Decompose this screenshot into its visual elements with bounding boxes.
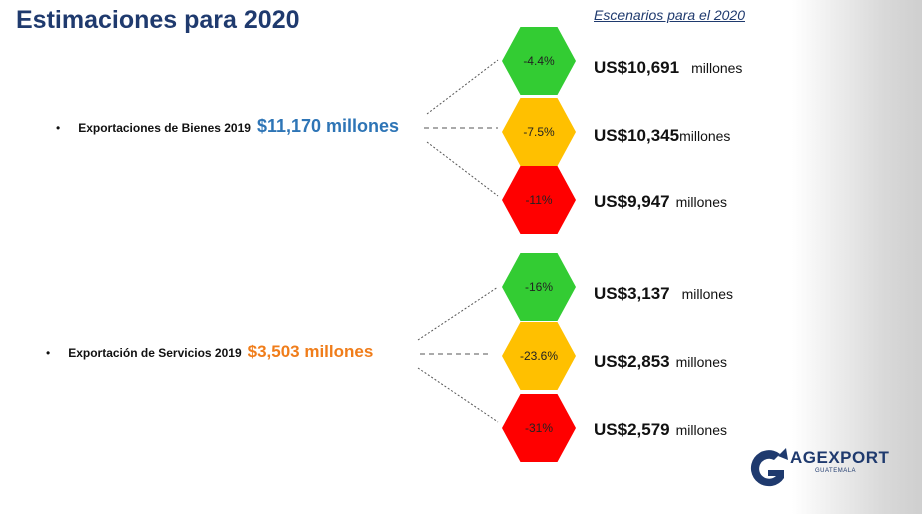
bullet-dot: • <box>56 121 61 135</box>
goods-exports-label: Exportaciones de Bienes 2019 <box>78 121 251 135</box>
scenario-unit: millones <box>681 286 733 302</box>
scenario-unit: millones <box>691 60 743 76</box>
scenario-value-services-1: US$3,137 millones <box>594 284 733 304</box>
services-exports-value: $3,503 millones <box>247 342 374 361</box>
scenario-amount: US$2,579 <box>594 420 670 439</box>
scenario-unit: millones <box>675 194 727 210</box>
scenario-value-services-3: US$2,579 millones <box>594 420 727 440</box>
agexport-logo-icon <box>750 448 788 487</box>
goods-exports-value: $11,170 millones <box>256 116 400 136</box>
scenarios-header: Escenarios para el 2020 <box>594 7 745 23</box>
logo-subtitle: GUATEMALA <box>815 468 857 474</box>
scenario-value-goods-2: US$10,345 millones <box>594 126 730 146</box>
scenario-value-services-2: US$2,853 millones <box>594 352 727 372</box>
services-exports-label: Exportación de Servicios 2019 <box>68 346 242 360</box>
side-gradient <box>792 0 922 514</box>
connector-services-bottom <box>417 367 499 423</box>
scenario-amount: US$2,853 <box>594 352 670 371</box>
connector-goods-bottom <box>426 141 499 197</box>
scenario-amount: US$9,947 <box>594 192 670 211</box>
logo-name: AGEXPORT <box>790 448 890 467</box>
connector-goods-top <box>426 59 499 115</box>
scenario-unit: millones <box>675 422 727 438</box>
scenario-amount: US$10,345 <box>594 126 680 145</box>
scenario-unit: millones <box>675 354 727 370</box>
services-exports-line: • Exportación de Servicios 2019 $3,503 m… <box>46 342 373 362</box>
connector-services-top <box>417 286 499 341</box>
slide-title: Estimaciones para 2020 <box>16 6 300 34</box>
scenario-value-goods-1: US$10,691 millones <box>594 58 742 78</box>
bullet-dot: • <box>46 346 51 360</box>
goods-exports-line: • Exportaciones de Bienes 2019 $11,170 m… <box>56 116 399 137</box>
scenario-value-goods-3: US$9,947 millones <box>594 192 727 212</box>
scenario-amount: US$3,137 <box>594 284 670 303</box>
scenario-amount: US$10,691 <box>594 58 680 77</box>
scenario-unit: millones <box>679 128 731 144</box>
